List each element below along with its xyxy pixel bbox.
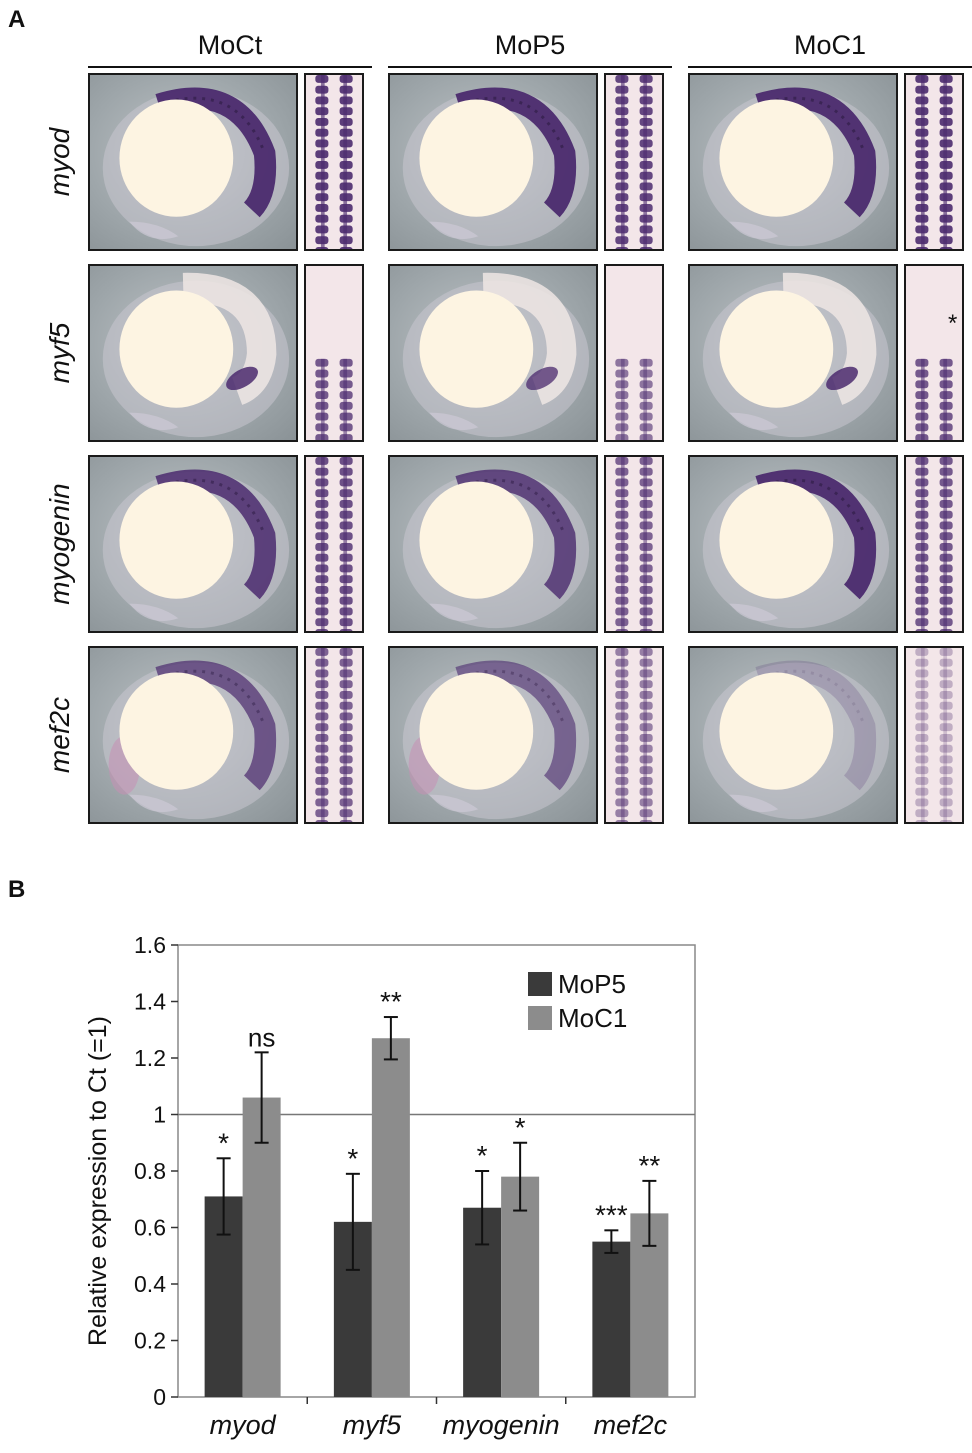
significance-label: * [477,1140,488,1171]
somite-strip-image [615,457,653,631]
asterisk-marker: * [948,310,958,337]
embryo-lateral-view [88,455,298,633]
y-tick-label: 0.4 [134,1271,166,1297]
significance-label: ** [380,986,402,1017]
y-axis-label: Relative expression to Ct (=1) [84,1016,112,1346]
panel-a-letter: A [8,6,26,33]
somite-strip-image [615,648,653,822]
embryo-dorsal-view [304,73,364,251]
embryo-image [102,660,290,820]
legend-swatch-moc1 [528,1006,552,1030]
x-category-label: mef2c [594,1410,668,1440]
embryo-image [402,87,590,247]
embryo-lateral-view [88,73,298,251]
significance-label: * [347,1143,358,1174]
bar-moc1 [501,1176,540,1397]
y-tick-label: 1.2 [134,1045,166,1071]
somite-strip-image [915,457,953,631]
somite-strip-image [615,358,653,440]
embryo-lateral-view [688,73,898,251]
embryo-image [702,87,890,247]
x-category-label: myogenin [443,1410,560,1440]
significance-label: ns [248,1022,275,1052]
embryo-dorsal-view [604,264,664,442]
y-tick-label: 1.4 [134,989,166,1015]
row-label: myf5 [44,322,75,384]
embryo-image [702,469,890,629]
embryo-lateral-view [388,73,598,251]
column-rule [388,66,672,68]
embryo-lateral-view [388,646,598,824]
embryo-lateral-view [688,455,898,633]
embryo-image [702,272,890,438]
embryo-image [402,660,590,820]
bar-moc1 [242,1097,281,1397]
embryo-dorsal-view [904,646,964,824]
embryo-image [102,272,290,438]
embryo-dorsal-view [604,646,664,824]
significance-label: ** [638,1150,660,1181]
embryo-image [102,87,290,247]
column-header: MoCt [197,30,263,60]
significance-label: *** [595,1199,628,1230]
embryo-lateral-view [688,264,898,442]
y-tick-label: 0.2 [134,1328,166,1354]
column-header: MoC1 [793,30,867,60]
somite-strip-image [915,75,953,249]
somite-strip-image [615,75,653,249]
significance-label: * [515,1112,526,1143]
y-tick-label: 1.6 [134,932,166,958]
x-category-label: myod [210,1410,277,1440]
y-tick-label: 0 [153,1384,166,1410]
bar-mop5 [592,1241,631,1397]
embryo-image [702,660,890,820]
y-tick-label: 1 [153,1102,166,1128]
column-header: MoP5 [494,30,566,60]
embryo-image [402,469,590,629]
embryo-lateral-view [688,646,898,824]
embryo-dorsal-view [604,73,664,251]
embryo-lateral-view [88,646,298,824]
column-rule [88,66,372,68]
row-label: myod [44,127,75,197]
embryo-lateral-view [88,264,298,442]
embryo-image [102,469,290,629]
embryo-dorsal-view [904,455,964,633]
embryo-dorsal-view [304,646,364,824]
column-rule [688,66,972,68]
row-label: myogenin [44,483,75,605]
embryo-image [402,272,590,438]
y-tick-label: 0.6 [134,1215,166,1241]
embryo-lateral-view [388,455,598,633]
legend-label: MoP5 [558,969,626,999]
bar-chart: 0 0.2 0.4 0.6 0.8 1 1.2 1.4 1.6 Relative expressi… [84,932,696,1440]
legend-label: MoC1 [558,1003,627,1033]
embryo-dorsal-view [904,264,964,442]
embryo-dorsal-view [904,73,964,251]
embryo-lateral-view [388,264,598,442]
row-label: mef2c [44,696,75,774]
legend-swatch-mop5 [528,972,552,996]
somite-strip-image [315,648,353,822]
somite-strip-image [915,648,953,822]
somite-strip-image [315,457,353,631]
somite-strip-image [315,75,353,249]
somite-strip-image [915,358,953,440]
x-category-label: myf5 [343,1410,402,1440]
significance-label: * [218,1127,229,1158]
bar-moc1 [371,1038,410,1397]
somite-strip-image [315,358,353,440]
embryo-dorsal-view [304,455,364,633]
panel-b-letter: B [8,876,26,903]
y-tick-label: 0.8 [134,1158,166,1184]
embryo-dorsal-view [604,455,664,633]
embryo-dorsal-view [304,264,364,442]
